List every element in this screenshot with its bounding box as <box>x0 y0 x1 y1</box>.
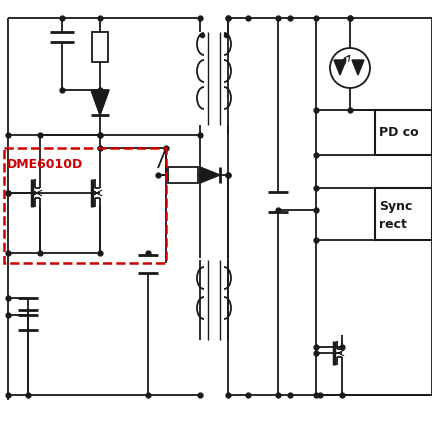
Text: rect: rect <box>379 218 407 231</box>
Bar <box>375 188 432 240</box>
Polygon shape <box>200 167 220 183</box>
Polygon shape <box>352 60 364 75</box>
Bar <box>92 32 108 62</box>
Text: Sync: Sync <box>379 200 413 212</box>
Text: PD co: PD co <box>379 126 419 139</box>
Polygon shape <box>334 60 346 75</box>
Circle shape <box>330 48 370 88</box>
Polygon shape <box>91 90 109 115</box>
Bar <box>4 148 166 263</box>
Bar <box>375 110 432 155</box>
Bar <box>168 167 198 183</box>
Text: DME6010D: DME6010D <box>7 157 83 170</box>
